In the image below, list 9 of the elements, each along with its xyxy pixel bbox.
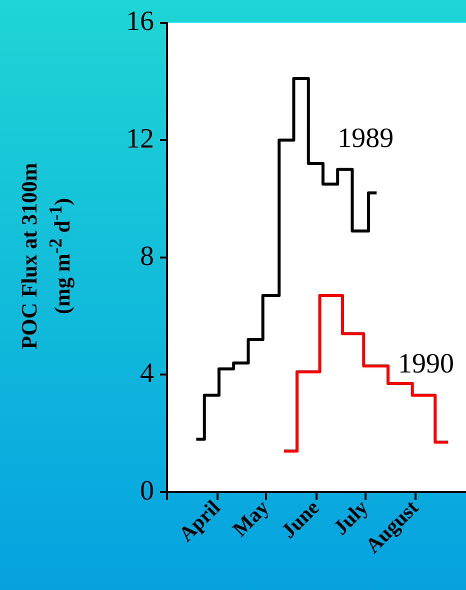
y-tick-label: 12 <box>126 123 154 154</box>
y-tick-label: 16 <box>126 6 154 38</box>
series-label: 1990 <box>398 348 454 380</box>
y-tick-label: 0 <box>140 475 154 506</box>
y-tick-label: 4 <box>140 358 154 390</box>
x-tick-label: June <box>276 495 324 543</box>
series-label: 1989 <box>338 122 394 154</box>
x-tick-label: May <box>228 494 274 542</box>
y-tick-label: 8 <box>140 240 154 272</box>
